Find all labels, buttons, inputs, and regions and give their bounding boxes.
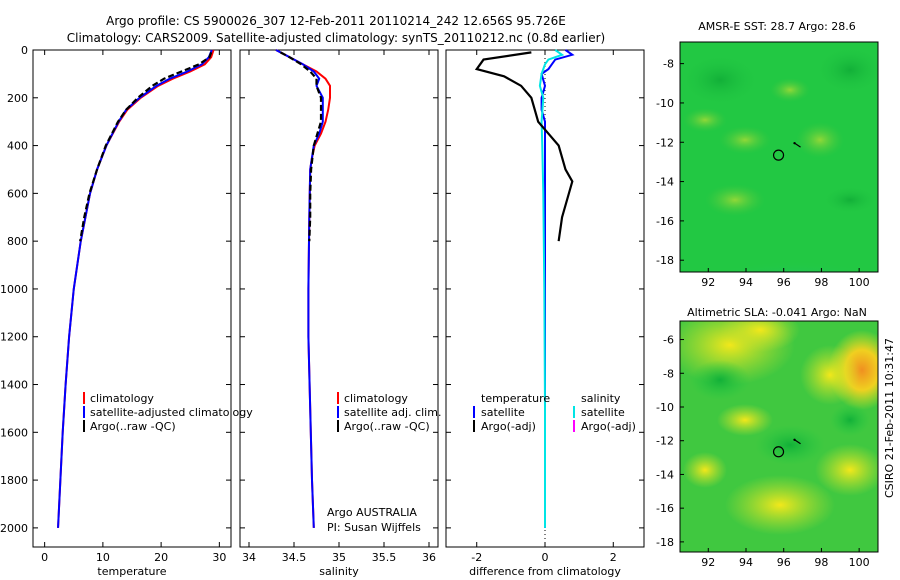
difference-legend: temperature satellite Argo(-adj) salinit… bbox=[473, 392, 636, 433]
legend-temp-argo: Argo(-adj) bbox=[481, 420, 536, 433]
sla_map-ytick-label: -12 bbox=[656, 435, 674, 448]
depth-tick-label: 1800 bbox=[0, 474, 28, 487]
depth-tick-label: 1200 bbox=[0, 331, 28, 344]
legend-sal-climatology: climatology bbox=[344, 392, 408, 405]
salinity-xtick-label: 34 bbox=[242, 551, 256, 564]
legend-sal-sat: satellite bbox=[581, 406, 625, 419]
sla-map-frame bbox=[679, 320, 879, 553]
legend-satellite-adjusted: satellite-adjusted climatology bbox=[90, 406, 253, 419]
sst_map-ytick-label: -8 bbox=[663, 58, 674, 71]
sla_map-ytick-label: -10 bbox=[656, 401, 674, 414]
sla-map-axes: 92 94 96 98 100 -6 -8 -10 -12 -14 -16 -18 bbox=[656, 334, 870, 569]
depth-tick-label: 600 bbox=[7, 187, 28, 200]
temperature-panel-frame bbox=[32, 49, 232, 548]
sst_map-xtick-label: 96 bbox=[777, 276, 791, 289]
sst_map-xtick-label: 92 bbox=[701, 276, 715, 289]
figure-title-line1: Argo profile: CS 5900026_307 12-Feb-2011… bbox=[106, 14, 566, 28]
difference-series-temperature-argo-adj- bbox=[474, 51, 574, 242]
sst_map-argo-marker bbox=[772, 149, 785, 161]
sst-map-title: AMSR-E SST: 28.7 Argo: 28.6 bbox=[698, 20, 856, 33]
temperature-series-argo-raw-qc- bbox=[79, 52, 213, 242]
sla_map-xtick-label: 98 bbox=[814, 556, 828, 569]
sst_map-xtick-label: 100 bbox=[849, 276, 870, 289]
sst_map-ytick-label: -18 bbox=[656, 254, 674, 267]
sla_map-drift-arrow bbox=[794, 439, 801, 445]
sla_map-ytick-label: -6 bbox=[663, 334, 674, 347]
legend-salinity-header: salinity bbox=[581, 392, 621, 405]
depth-tick-label: 1600 bbox=[0, 426, 28, 439]
salinity-series-satellite-adj-clim- bbox=[275, 49, 324, 528]
temperature-series-satellite-adjusted-climatology bbox=[57, 49, 213, 528]
difference-xtick-label: -2 bbox=[471, 551, 482, 564]
depth-tick-label: 800 bbox=[7, 235, 28, 248]
difference-xtick-label: 2 bbox=[610, 551, 617, 564]
sst_map-ytick-label: -10 bbox=[656, 97, 674, 110]
sst-map-image bbox=[680, 42, 878, 272]
salinity-series-argo-raw-qc- bbox=[279, 51, 323, 242]
temperature-xlabel: temperature bbox=[97, 565, 166, 578]
legend-argo-raw: Argo(..raw -QC) bbox=[90, 420, 176, 433]
temperature-legend: climatology satellite-adjusted climatolo… bbox=[83, 392, 253, 433]
temperature-xtick-label: 30 bbox=[212, 551, 226, 564]
sst-map-axes: 92 94 96 98 100 -8 -10 -12 -14 -16 -18 bbox=[656, 58, 870, 289]
salinity-chart: 34 34.5 35 35.5 36 salinity bbox=[240, 49, 438, 578]
sla_map-xtick-label: 100 bbox=[849, 556, 870, 569]
sst_map-drift-dot bbox=[793, 141, 796, 145]
sst_map-ytick-label: -14 bbox=[656, 176, 674, 189]
sst_map-ytick-label: -16 bbox=[656, 215, 674, 228]
legend-temp-satellite: satellite bbox=[481, 406, 525, 419]
sla_map-ytick-label: -8 bbox=[663, 367, 674, 380]
argo-institution: Argo AUSTRALIA bbox=[327, 506, 417, 519]
temperature-xtick-label: 20 bbox=[154, 551, 168, 564]
depth-tick-label: 1400 bbox=[0, 379, 28, 392]
sla_map-drift-dot bbox=[793, 438, 796, 441]
sst-map-frame bbox=[679, 41, 879, 273]
sst_map-xtick-label: 94 bbox=[739, 276, 753, 289]
difference-xtick-label: 0 bbox=[542, 551, 549, 564]
temperature-series-climatology bbox=[57, 49, 215, 528]
sst_map-drift-arrow bbox=[794, 142, 801, 148]
sla_map-argo-marker bbox=[772, 446, 785, 458]
legend-sal-argo-adj: Argo(-adj) bbox=[581, 420, 636, 433]
salinity-xtick-label: 34.5 bbox=[282, 551, 307, 564]
salinity-xlabel: salinity bbox=[319, 565, 359, 578]
legend-climatology: climatology bbox=[90, 392, 154, 405]
sla_map-xtick-label: 92 bbox=[701, 556, 715, 569]
depth-tick-label: 0 bbox=[21, 44, 28, 57]
depth-tick-label: 1000 bbox=[0, 283, 28, 296]
csiro-timestamp: CSIRO 21-Feb-2011 10:31:47 bbox=[883, 338, 896, 498]
depth-tick-label: 400 bbox=[7, 140, 28, 153]
temperature-xtick-label: 0 bbox=[41, 551, 48, 564]
sla_map-ytick-label: -18 bbox=[656, 536, 674, 549]
temperature-xtick-label: 10 bbox=[96, 551, 110, 564]
salinity-xtick-label: 35.5 bbox=[372, 551, 397, 564]
temperature-chart: 0 10 20 30 0 200 400 600 800 1000 1200 1400 1600 1800… bbox=[0, 44, 231, 578]
salinity-xtick-label: 36 bbox=[422, 551, 436, 564]
figure-title-line2: Climatology: CARS2009. Satellite-adjuste… bbox=[67, 31, 605, 45]
sla_map-xtick-label: 94 bbox=[739, 556, 753, 569]
sla_map-xtick-label: 96 bbox=[777, 556, 791, 569]
legend-temperature-header: temperature bbox=[481, 392, 550, 405]
salinity-xtick-label: 35 bbox=[332, 551, 346, 564]
argo-pi: PI: Susan Wijffels bbox=[327, 521, 421, 534]
sla-map-image bbox=[680, 321, 878, 552]
difference-series-temperature-satellite bbox=[540, 49, 575, 528]
sla_map-ytick-label: -16 bbox=[656, 502, 674, 515]
depth-tick-label: 2000 bbox=[0, 522, 28, 535]
difference-xlabel: difference from climatology bbox=[469, 565, 621, 578]
sla-map-title: Altimetric SLA: -0.041 Argo: NaN bbox=[687, 306, 867, 319]
sla_map-ytick-label: -14 bbox=[656, 468, 674, 481]
legend-sal-argo: Argo(..raw -QC) bbox=[344, 420, 430, 433]
difference-series-salinity-satellite bbox=[538, 49, 565, 528]
sst_map-xtick-label: 98 bbox=[814, 276, 828, 289]
legend-sal-satellite: satellite adj. clim. bbox=[344, 406, 441, 419]
depth-tick-label: 200 bbox=[7, 92, 28, 105]
sst_map-ytick-label: -12 bbox=[656, 136, 674, 149]
salinity-panel-frame bbox=[239, 49, 439, 548]
salinity-legend: climatology satellite adj. clim. Argo(..… bbox=[327, 392, 441, 534]
